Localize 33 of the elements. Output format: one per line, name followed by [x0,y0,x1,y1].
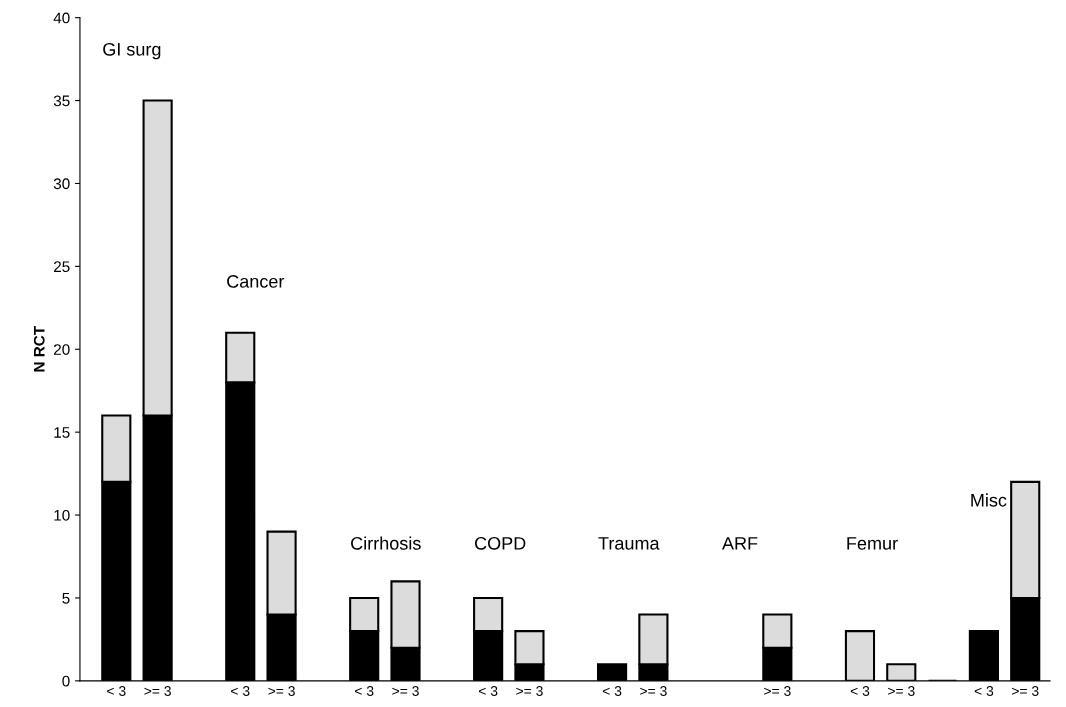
annotation: ARF [722,537,758,550]
x-tick-label: < 3 [850,686,870,696]
y-tick-label: 25 [54,261,70,273]
x-tick-label: >= 3 [144,686,171,696]
y-tick-label: 40 [53,12,70,24]
annotation: Cirrhosis [351,536,421,550]
annotation: Misc [971,493,1007,507]
y-tick-label: 5 [62,592,70,604]
x-tick-label: >= 3 [640,686,667,696]
y-axis-title: N RCT [33,326,45,372]
x-tick-label: < 3 [107,686,126,696]
x-tick-label: < 3 [974,686,994,696]
x-tick-label: >= 3 [764,686,791,696]
annotation: Femur [847,537,898,550]
y-tick-label: 30 [53,178,70,190]
y-tick-label: 35 [53,95,70,107]
x-tick-label: >= 3 [888,686,915,696]
x-tick-label: >= 3 [516,686,543,696]
annotation: COPD [475,536,526,550]
x-tick-label: < 3 [231,686,250,696]
x-tick-label: >= 3 [268,686,295,696]
x-tick-label: < 3 [478,686,498,696]
y-tick-label: 0 [62,675,70,687]
x-tick-label: >= 3 [392,686,419,696]
y-tick-label: 15 [54,427,70,438]
y-tick-label: 10 [54,509,70,521]
annotation: Cancer [227,275,285,288]
annotation: GI surg [103,42,161,60]
y-tick-label: 20 [54,344,70,355]
x-tick-label: < 3 [602,686,622,696]
x-tick-label: >= 3 [1012,686,1039,696]
x-tick-label: < 3 [355,686,374,696]
annotation: Trauma [598,537,660,550]
